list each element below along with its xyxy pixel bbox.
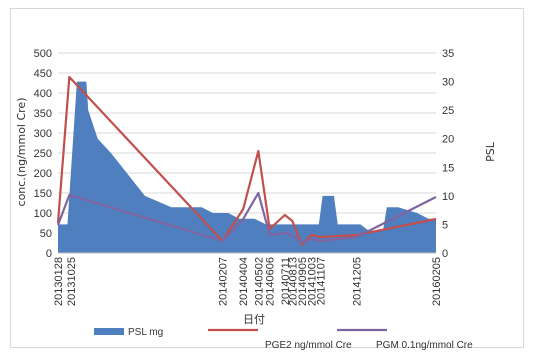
left-tick-label: 200 (34, 168, 52, 180)
legend-label-psl: PSL mg (128, 327, 163, 338)
right-tick-label: 35 (442, 48, 454, 60)
x-tick-label: 20140502 (253, 257, 265, 306)
right-axis-label: PSL (484, 141, 497, 162)
right-y-axis-ticks: 0 5 10 15 20 25 30 35 (442, 48, 454, 260)
x-tick-label: 20140905 (297, 257, 309, 306)
x-tick-label: 20140207 (217, 257, 229, 306)
x-tick-label: 20140813 (287, 257, 299, 306)
x-tick-label: 20141003 (306, 257, 318, 306)
left-tick-label: 150 (34, 188, 52, 200)
pgm-line (56, 191, 437, 245)
left-tick-label: 0 (46, 248, 52, 260)
left-axis-label: conc.(ng/mmol Cre) (15, 98, 28, 207)
right-tick-label: 0 (442, 248, 448, 260)
legend-swatch-psl (94, 328, 124, 335)
psl-area (58, 81, 436, 253)
left-y-axis-ticks: 0 50 100 150 200 250 300 350 400 450 500 (34, 48, 52, 260)
x-tick-label: 20140404 (238, 257, 250, 306)
x-tick-label: 20140711 (280, 257, 292, 305)
line-series (56, 75, 437, 247)
x-axis-label: 日付 (243, 313, 265, 326)
x-tick-label: 20140606 (265, 257, 277, 306)
left-tick-label: 100 (34, 208, 52, 220)
left-tick-label: 500 (34, 48, 52, 60)
legend-label-pge2: PGE2 ng/mmol Cre (265, 340, 352, 351)
right-tick-label: 30 (442, 77, 454, 89)
left-tick-label: 450 (34, 68, 52, 80)
psl-area-series (58, 81, 436, 253)
left-tick-label: 350 (34, 108, 52, 120)
legend: PSL mg PGE2 ng/mmol Cre PGM 0.1ng/mmol Cre (94, 327, 473, 351)
x-tick-label: 20141205 (352, 257, 364, 306)
right-tick-label: 25 (442, 105, 454, 117)
x-tick-label: 20141107 (316, 257, 328, 305)
right-tick-label: 15 (442, 162, 454, 174)
left-tick-label: 400 (34, 88, 52, 100)
left-tick-label: 300 (34, 128, 52, 140)
right-tick-label: 10 (442, 191, 454, 203)
x-tick-label: 20131025 (66, 257, 78, 306)
x-axis-ticks: 20130128 20131025 20140207 20140404 20140502… (53, 257, 443, 306)
left-tick-label: 250 (34, 148, 52, 160)
legend-label-pgm: PGM 0.1ng/mmol Cre (376, 340, 473, 351)
left-tick-label: 50 (40, 228, 52, 240)
x-tick-label: 20130128 (53, 257, 65, 306)
right-tick-label: 20 (442, 134, 454, 146)
x-tick-label: 20160205 (431, 257, 443, 306)
right-tick-label: 5 (442, 219, 448, 231)
